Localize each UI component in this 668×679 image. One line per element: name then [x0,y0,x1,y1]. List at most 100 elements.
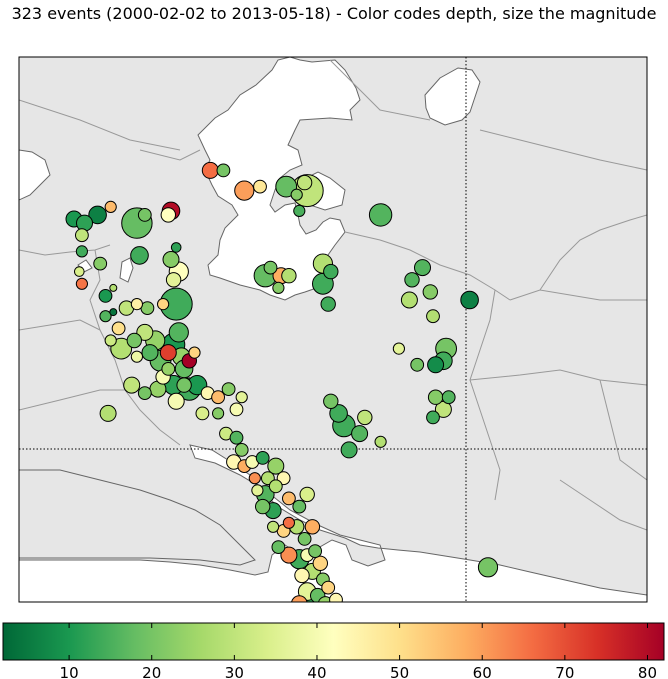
event-marker [512,601,517,602]
event-marker [426,309,440,324]
event-marker [427,389,444,405]
event-marker [159,344,177,362]
event-marker [99,404,117,422]
event-marker [123,376,141,394]
event-marker [130,246,149,265]
event-marker [255,498,271,515]
event-marker [126,332,143,349]
event-marker [392,342,405,355]
event-marker [340,441,358,459]
event-marker [410,357,425,372]
event-marker [294,567,310,584]
event-marker [248,472,261,485]
colorbar-tick-label: 40 [307,664,326,679]
event-marker [111,321,126,336]
colorbar-tick-label: 70 [555,664,574,679]
colorbar-tick-label: 60 [473,664,492,679]
event-marker [312,616,328,618]
event-marker [137,208,152,222]
arabian-peninsula [19,469,256,566]
event-marker [427,356,445,374]
event-marker [195,406,210,421]
event-marker [280,546,298,564]
event-marker [272,281,285,294]
event-marker [74,266,85,277]
event-marker [292,499,307,514]
event-marker [162,251,180,268]
event-marker [321,580,336,595]
event-marker [400,291,418,309]
event-marker [282,491,296,506]
event-marker [320,296,336,312]
event-marker [323,263,339,280]
event-marker [130,350,143,363]
event-marker [211,390,226,405]
event-marker [165,272,182,288]
event-marker [130,298,143,311]
event-marker [329,592,343,602]
event-marker [255,451,270,465]
colorbar-ticks: 10 20 30 40 50 60 70 80 [60,623,657,679]
event-marker [477,557,499,578]
event-marker [221,382,236,397]
event-marker [234,443,249,457]
event-marker [235,391,248,404]
event-marker [312,555,328,571]
event-marker [267,457,285,475]
event-marker [161,362,176,376]
map-frame [18,56,648,603]
colorbar-tick-label: 10 [60,664,79,679]
event-marker [323,393,339,409]
event-marker [334,613,348,618]
event-marker [296,174,313,191]
persian-gulf [19,444,647,602]
event-marker [201,161,219,179]
colorbar-tick-label: 30 [225,664,244,679]
event-marker [157,298,170,311]
event-marker [318,596,333,602]
event-marker [88,205,107,225]
event-marker [229,402,244,417]
event-marker [281,268,297,284]
event-marker [98,289,113,303]
event-marker [104,334,117,347]
event-marker [251,484,264,497]
lake-urmia [119,257,134,283]
colorbar-tick-label: 50 [390,664,409,679]
event-marker [160,207,177,223]
event-marker [308,544,323,558]
event-marker [293,204,306,217]
event-marker [441,390,456,405]
event-marker [351,425,369,443]
event-marker [329,404,348,423]
event-marker [290,595,308,602]
event-marker [263,260,278,275]
event-marker [271,540,286,554]
event-marker [109,283,118,292]
event-marker [368,203,393,227]
event-marker [212,407,225,420]
event-marker [99,310,112,323]
event-marker [253,179,267,194]
event-marker [170,242,182,253]
event-marker [275,614,286,618]
event-marker [216,163,231,178]
event-marker [268,479,283,494]
event-marker [234,180,255,201]
event-marker [267,520,280,533]
event-marker [404,272,420,288]
colorbar-gradient [2,622,665,661]
map-title: 323 events (2000-02-02 to 2013-05-18) - … [11,4,657,23]
event-marker [75,245,89,258]
event-marker [104,200,117,213]
event-marker [460,290,479,310]
colorbar-tick-label: 20 [142,664,161,679]
colorbar-tick-label: 80 [638,664,657,679]
event-marker [297,532,312,546]
event-marker [357,409,373,426]
event-marker [188,346,201,359]
event-marker [545,609,567,618]
event-marker [426,410,440,425]
event-marker [93,256,108,271]
event-marker [498,607,516,618]
